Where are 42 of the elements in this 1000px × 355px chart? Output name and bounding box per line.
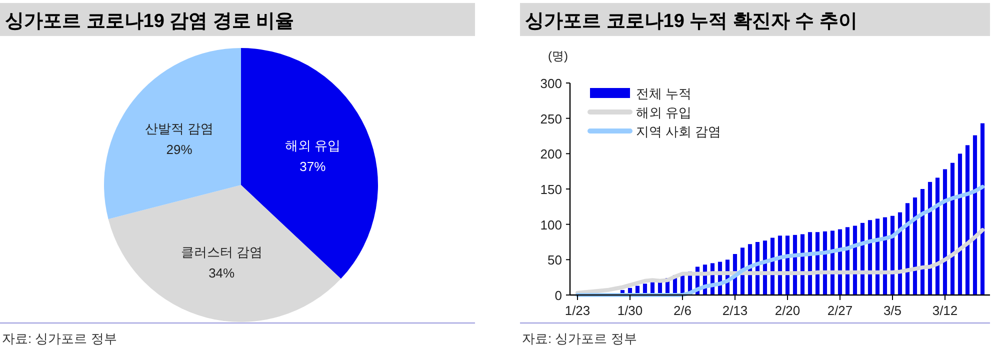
bar <box>980 123 985 295</box>
slice-label: 산발적 감염 <box>144 121 214 136</box>
bar <box>920 189 925 295</box>
bar <box>942 169 948 295</box>
slice-label: 클러스터 감염 <box>180 244 262 260</box>
data-label: 29% <box>166 142 193 158</box>
pie-slice <box>108 185 341 322</box>
y-tick-label: 200 <box>540 146 562 162</box>
x-tick-label: 1/30 <box>617 303 643 318</box>
x-tick-label: 2/20 <box>774 303 800 318</box>
y-tick-label: 100 <box>540 217 562 232</box>
text: 자료: 싱가포르 정부 <box>522 331 637 346</box>
legend-label: 전체 누적 <box>636 86 692 101</box>
line-series <box>576 228 984 295</box>
y-tick-label: 300 <box>540 76 562 91</box>
x-tick-label: 3/5 <box>883 303 902 318</box>
legend-label: 지역 사회 감염 <box>636 124 722 139</box>
slice-label: 해외 유입 <box>284 138 340 153</box>
y-tick-label: 250 <box>540 111 562 126</box>
y-tick-label: 0 <box>554 288 562 303</box>
chart-title: 싱가포르 코로나19 감염 경로 비율 <box>5 11 294 32</box>
bar <box>928 182 932 295</box>
data-label: 34% <box>208 266 236 281</box>
x-tick-label: 2/27 <box>827 303 853 318</box>
x-tick-label: 3/12 <box>932 303 958 318</box>
x-tick-label: 1/23 <box>564 303 590 318</box>
bar <box>972 135 978 295</box>
bar <box>950 162 955 295</box>
y-tick-label: 50 <box>548 252 562 268</box>
data-label: 37% <box>300 158 326 174</box>
text: 자료: 싱가포르 정부 <box>2 331 117 346</box>
pie-slice <box>104 48 241 220</box>
bar <box>965 145 970 295</box>
chart-title: 싱가포르 코로나19 누적 확진자 수 추이 <box>525 11 858 32</box>
y-tick-label: 150 <box>540 182 562 197</box>
x-tick-label: 2/13 <box>722 303 748 318</box>
bar <box>935 178 940 295</box>
y-axis-title: (명) <box>548 49 568 63</box>
legend-label: 해외 유입 <box>636 105 692 120</box>
bar <box>958 154 962 295</box>
x-tick-label: 2/6 <box>673 303 692 318</box>
line-series <box>576 184 984 297</box>
